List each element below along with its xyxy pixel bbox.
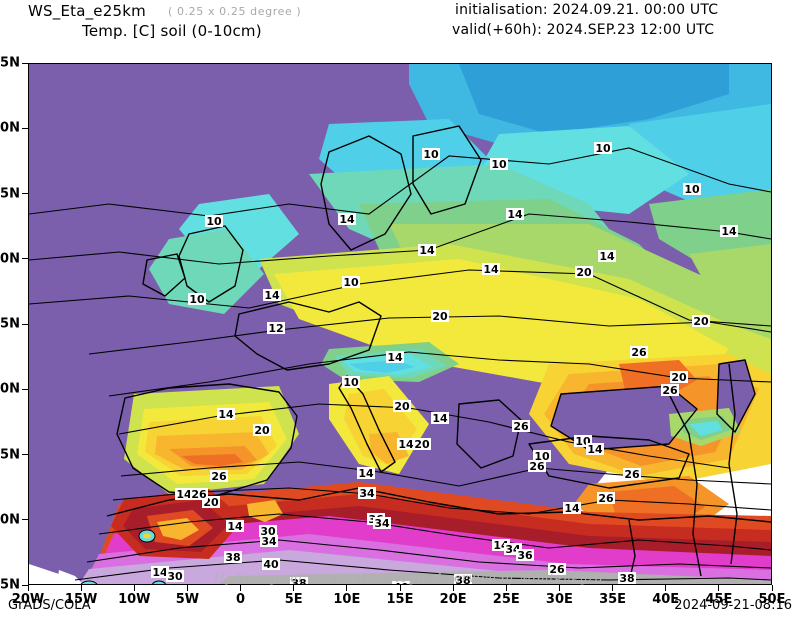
x-tick [186,585,188,591]
x-tick-label: 25E [492,592,520,607]
y-tick-label: 25N [0,577,20,593]
y-tick-label: 50N [0,251,20,267]
y-tick-label: 35N [0,447,20,462]
x-tick [80,585,82,591]
x-tick [399,585,401,591]
x-tick [293,585,295,591]
y-tick [22,388,28,390]
y-tick [22,258,28,260]
y-tick [22,519,28,521]
y-tick-label: 65N [0,55,20,71]
x-tick [133,585,135,591]
x-tick-label: 50E [758,592,786,607]
x-tick-label: 20W [11,592,45,607]
y-tick-label: 60N [0,120,20,136]
y-tick-label: 45N [0,316,20,332]
y-tick-label: 30N [0,512,20,528]
x-tick-label: 15E [386,592,414,607]
x-tick [718,585,720,591]
x-tick-label: 5E [284,592,303,607]
header: WS_Eta_e25km ( 0.25 x 0.25 degree ) Temp… [0,0,800,56]
x-tick [612,585,614,591]
y-tick [22,127,28,129]
y-tick [22,584,28,586]
x-tick-label: 5W [175,592,200,607]
producer-credit: GrADS/COLA [8,598,91,613]
x-tick-label: 35E [599,592,627,607]
temperature-field [29,64,771,584]
x-tick [771,585,773,591]
x-tick-label: 40E [652,592,680,607]
x-tick [27,585,29,591]
variable-title: Temp. [C] soil (0-10cm) [82,22,262,40]
valid-time: valid(+60h): 2024.SEP.23 12:00 UTC [452,22,715,38]
x-tick-label: 10W [118,592,151,607]
grid-resolution: ( 0.25 x 0.25 degree ) [168,5,302,18]
x-tick-label: 20E [439,592,467,607]
y-tick [22,323,28,325]
x-tick-label: 15W [64,592,98,607]
y-tick-label: 55N [0,186,20,201]
x-tick [665,585,667,591]
y-tick [22,193,28,194]
y-tick [22,454,28,455]
x-tick [505,585,507,591]
x-tick [346,585,348,591]
y-tick-label: 40N [0,381,20,397]
x-tick-label: 0 [236,592,246,607]
x-tick-label: 45E [705,592,733,607]
initialisation-time: initialisation: 2024.09.21. 00:00 UTC [455,2,719,18]
model-name: WS_Eta_e25km [28,2,146,20]
map-canvas[interactable]: 10 10 10 10 10 14 14 14 14 14 10 10 14 20 14 20 20 12 26 14… [28,63,772,585]
y-tick [22,62,28,64]
x-tick [240,585,242,591]
x-tick-label: 10E [333,592,361,607]
x-tick-label: 30E [545,592,573,607]
x-tick [452,585,454,591]
x-tick [558,585,560,591]
render-timestamp: 2024-09-21-08:16 [674,598,792,613]
